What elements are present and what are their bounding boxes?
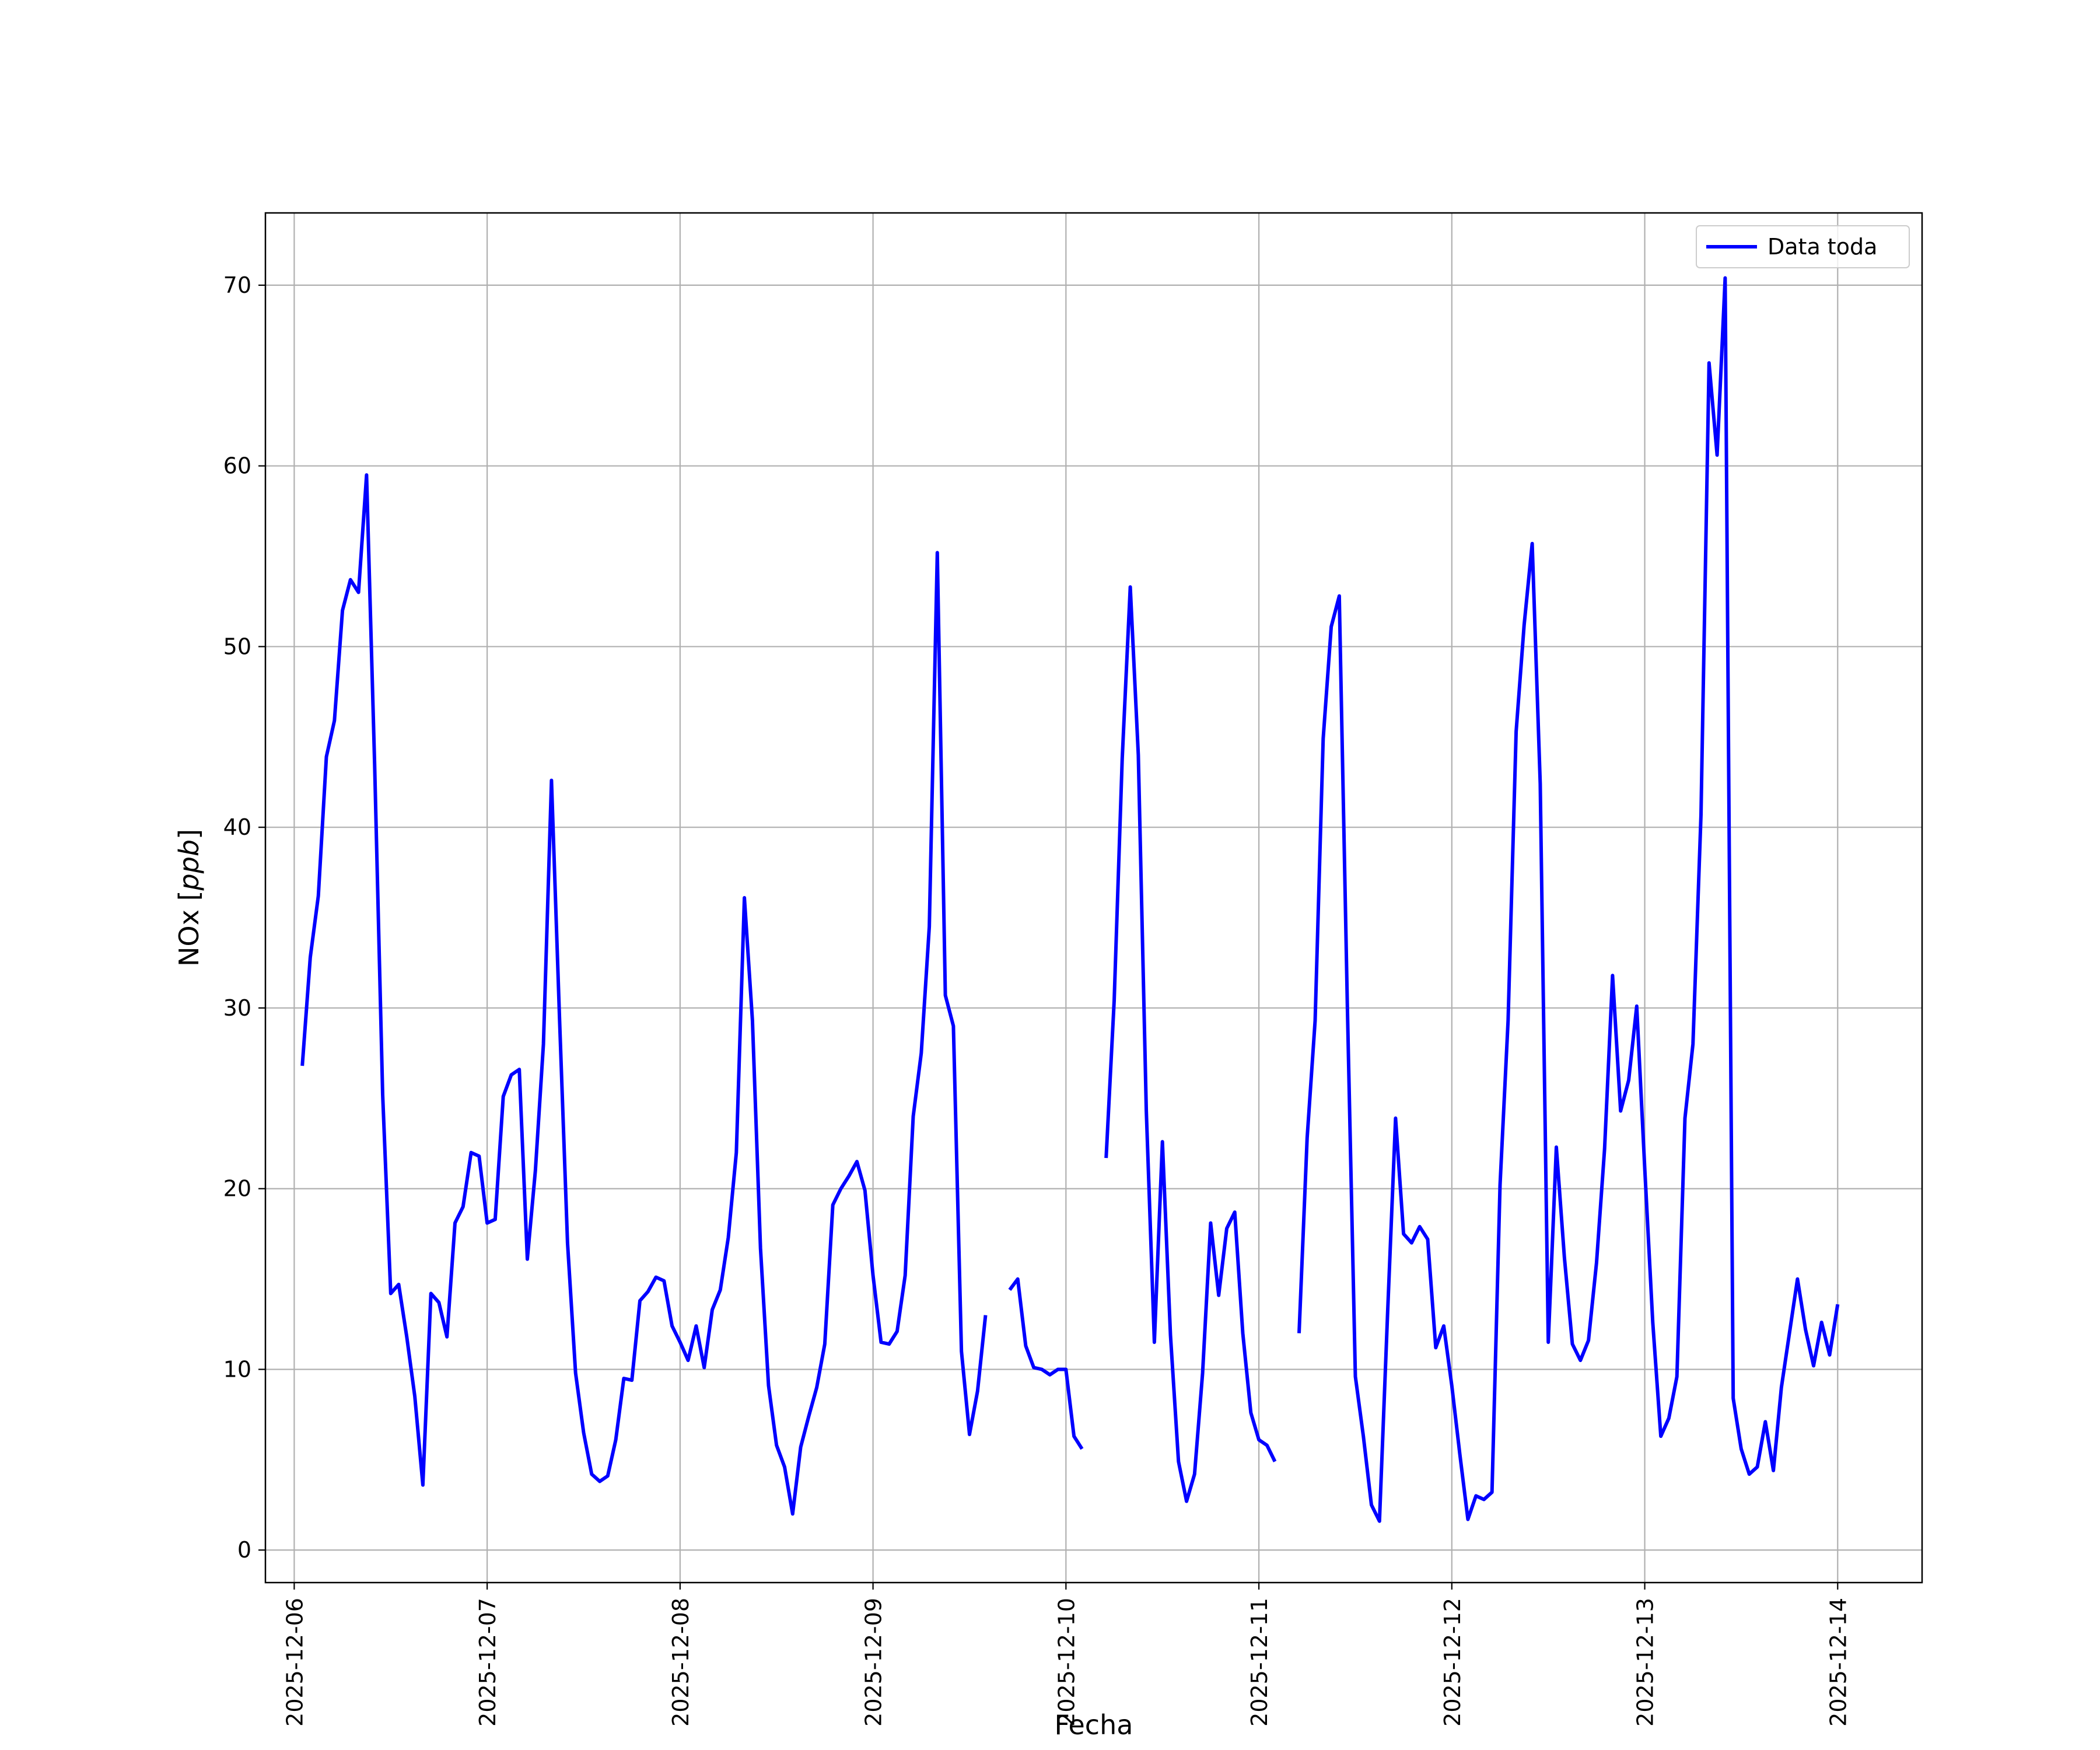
x-tick-label: 2025-12-08 bbox=[668, 1598, 694, 1727]
y-tick-label: 50 bbox=[223, 634, 251, 659]
series-line-segment bbox=[1008, 1277, 1084, 1450]
x-axis: 2025-12-06 2025-12-07 2025-12-08 2025-12-09… bbox=[282, 1583, 1851, 1727]
y-axis-label-close-bracket: ] bbox=[173, 829, 205, 839]
y-tick-label: 20 bbox=[223, 1176, 251, 1202]
plot-frame bbox=[264, 212, 1923, 1584]
y-axis-label-unit: ppb bbox=[173, 839, 205, 891]
x-tick-label: 2025-12-10 bbox=[1054, 1598, 1079, 1727]
grid-lines bbox=[265, 213, 1922, 1583]
series-layer bbox=[300, 276, 1840, 1523]
y-tick-label: 60 bbox=[223, 453, 251, 479]
x-axis-label: Fecha bbox=[1055, 1709, 1133, 1741]
y-tick-label: 70 bbox=[223, 272, 251, 298]
x-tick-label: 2025-12-06 bbox=[282, 1598, 307, 1727]
y-tick-label: 10 bbox=[223, 1356, 251, 1382]
y-axis-label: NOx [ppb] bbox=[173, 829, 205, 967]
series-line-segment bbox=[300, 473, 988, 1516]
series-line-segment bbox=[1297, 276, 1840, 1523]
x-tick-label: 2025-12-09 bbox=[861, 1598, 887, 1727]
legend-label: Data toda bbox=[1768, 234, 1877, 260]
y-tick-label: 0 bbox=[237, 1537, 251, 1563]
y-tick-label: 30 bbox=[223, 995, 251, 1021]
x-tick-label: 2025-12-14 bbox=[1825, 1598, 1851, 1727]
y-axis-label-text: NOx bbox=[173, 901, 205, 967]
y-tick-label: 40 bbox=[223, 814, 251, 840]
legend-box bbox=[1696, 225, 1910, 268]
y-axis-label-open-bracket: [ bbox=[173, 891, 205, 901]
x-tick-label: 2025-12-13 bbox=[1633, 1598, 1658, 1727]
series-line-segment bbox=[1104, 585, 1277, 1503]
x-tick-label: 2025-12-07 bbox=[475, 1598, 501, 1727]
legend: Data toda bbox=[1696, 225, 1910, 268]
x-tick-label: 2025-12-11 bbox=[1247, 1598, 1272, 1727]
x-tick-label: 2025-12-12 bbox=[1440, 1598, 1465, 1727]
y-axis: 0 10 20 30 40 50 60 70 bbox=[223, 272, 265, 1563]
